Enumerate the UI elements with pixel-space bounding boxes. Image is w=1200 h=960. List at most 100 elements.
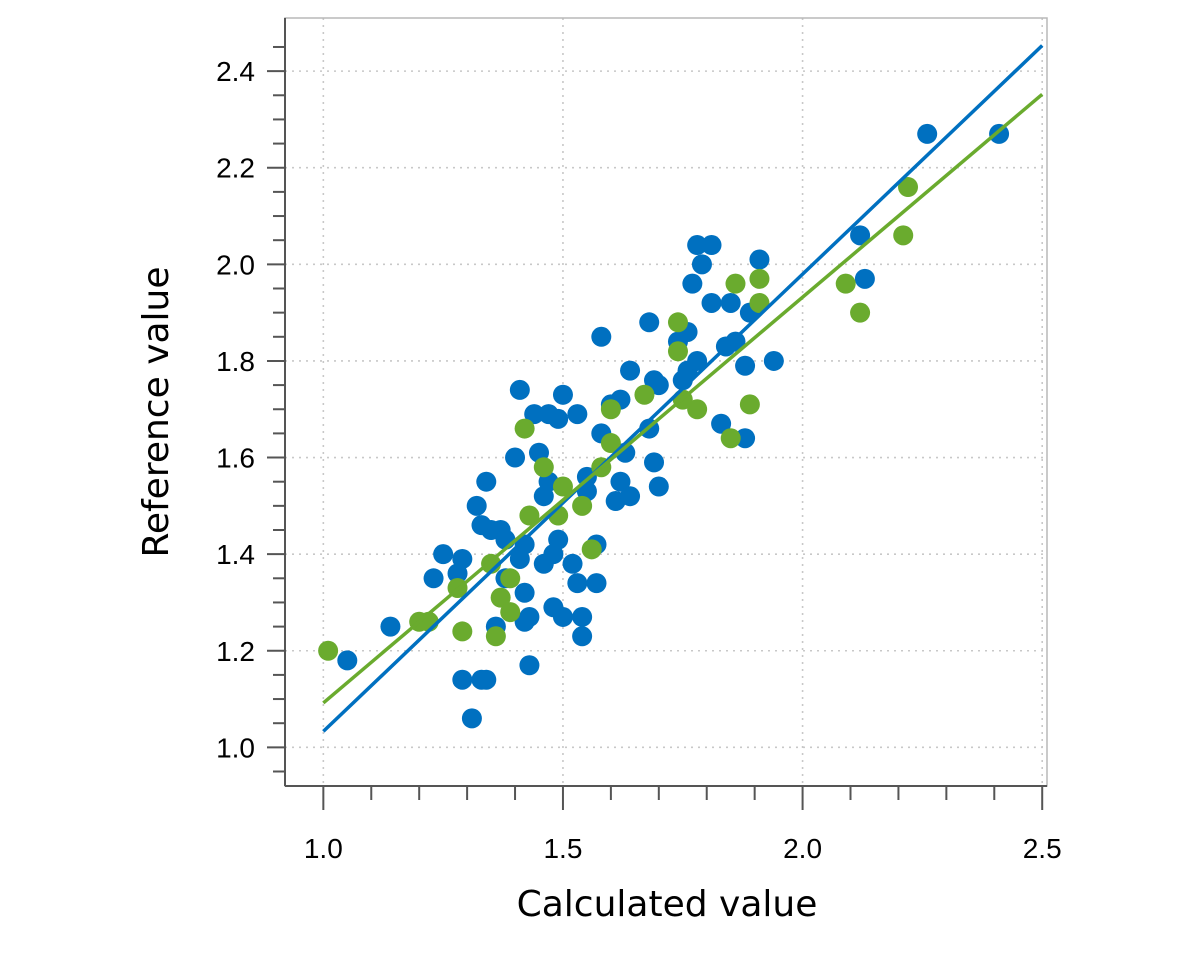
data-point [452,548,473,569]
data-point [648,375,669,396]
y-tick-label: 1.4 [216,539,255,570]
data-point [644,452,665,473]
data-point [476,471,497,492]
data-point [433,544,454,565]
x-tick-label: 2.5 [1023,833,1062,864]
data-point [850,302,871,323]
data-point [850,225,871,246]
data-point [552,384,573,405]
data-point [989,123,1010,144]
data-point [509,379,530,400]
data-point [581,539,602,560]
data-point [835,273,856,294]
data-point [749,268,770,289]
data-point [380,616,401,637]
tick-labels: 1.0 1.5 2.0 2.5 1.0 1.2 1.4 1.6 1.8 2.0 2.2 2.4 [216,56,1062,864]
data-point [763,350,784,371]
data-point [548,408,569,429]
data-point [514,582,535,603]
data-point [552,476,573,497]
data-point [620,360,641,381]
data-point [687,235,708,256]
data-point [620,486,641,507]
data-point [610,471,631,492]
data-point [519,505,540,526]
y-axis-title: Reference value [136,266,177,557]
data-point [687,399,708,420]
data-point [691,254,712,275]
data-point [898,177,919,198]
data-point [476,669,497,690]
series-2 [318,177,919,661]
data-point [490,587,511,608]
data-point [600,399,621,420]
data-point [701,292,722,313]
data-point [548,529,569,550]
data-point [533,457,554,478]
data-point [667,312,688,333]
data-point [711,413,732,434]
data-point [572,606,593,627]
x-axis-title: Calculated value [517,884,818,925]
data-point [519,655,540,676]
data-point [749,249,770,270]
data-point [500,602,521,623]
data-point [452,621,473,642]
data-point [634,384,655,405]
data-point [567,573,588,594]
data-point [648,476,669,497]
data-point [572,495,593,516]
data-point [505,447,526,468]
data-point [682,273,703,294]
x-tick-label: 2.0 [783,833,822,864]
x-tick-label: 1.0 [304,833,343,864]
data-point [687,350,708,371]
data-point [725,273,746,294]
data-point [639,312,660,333]
data-point [917,123,938,144]
data-point [739,394,760,415]
data-point [524,404,545,425]
data-point [749,292,770,313]
data-point [318,640,339,661]
data-point [591,326,612,347]
data-point [452,669,473,690]
data-point [519,606,540,627]
data-point [893,225,914,246]
data-point [514,418,535,439]
fit-line-series-2 [322,92,1044,705]
grid-lines [285,18,1047,786]
data-point [514,534,535,555]
data-point [466,495,487,516]
y-tick-label: 1.0 [216,732,255,763]
data-point [586,573,607,594]
axes [267,17,1048,810]
data-point [600,433,621,454]
data-point [567,404,588,425]
data-point [485,626,506,647]
fit-line-series-1 [322,44,1044,733]
data-series [318,44,1044,733]
data-point [735,355,756,376]
data-point [337,650,358,671]
data-point [423,568,444,589]
series-1 [337,123,1010,729]
data-point [725,331,746,352]
x-tick-label: 1.5 [543,833,582,864]
data-point [552,606,573,627]
y-tick-label: 1.2 [216,636,255,667]
data-point [667,341,688,362]
data-point [562,553,583,574]
data-point [720,292,741,313]
y-tick-label: 2.2 [216,153,255,184]
y-tick-label: 1.8 [216,346,255,377]
data-point [720,428,741,449]
data-point [701,235,722,256]
data-point [461,708,482,729]
y-tick-label: 2.4 [216,56,255,87]
data-point [854,268,875,289]
data-point [500,568,521,589]
y-tick-label: 2.0 [216,249,255,280]
y-tick-label: 1.6 [216,443,255,474]
